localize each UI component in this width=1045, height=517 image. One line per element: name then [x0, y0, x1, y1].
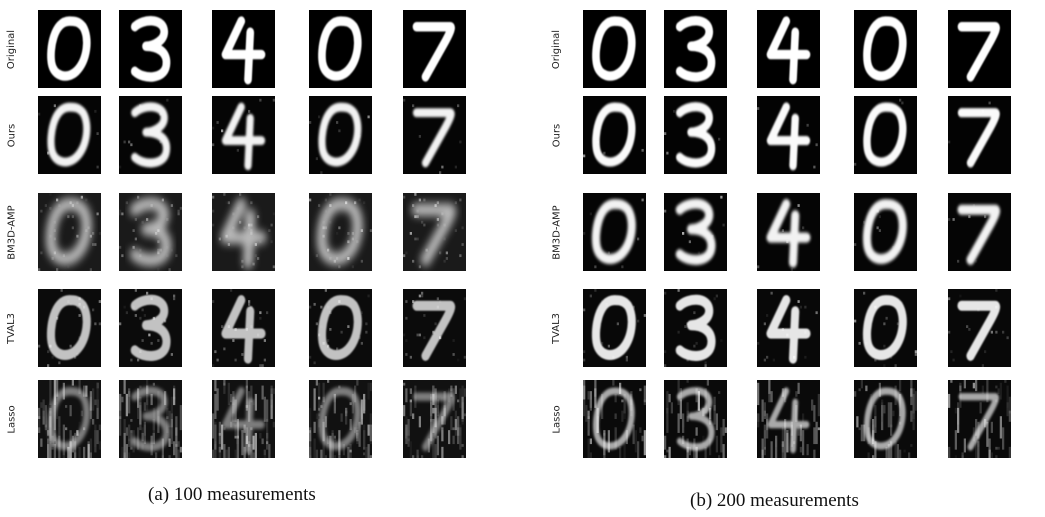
- row-label-ours: Ours: [2, 96, 22, 174]
- digit-image-lasso-2: [664, 380, 727, 458]
- digit-image-lasso-4: [309, 380, 372, 458]
- row-original: Original: [0, 10, 500, 88]
- row-label-lasso: Lasso: [2, 380, 22, 458]
- digit-image-ours-4: [854, 96, 917, 174]
- digit-image-lasso-1: [38, 380, 101, 458]
- digit-image-tval3-2: [664, 289, 727, 367]
- row-label-text: TVAL3: [6, 312, 18, 344]
- row-label-text: Ours: [551, 123, 563, 147]
- digit-image-ours-4: [309, 96, 372, 174]
- digit-image-ours-1: [38, 96, 101, 174]
- digit-image-ours-3: [212, 96, 275, 174]
- subfigure-a: Original Ours BM3D-AMP TVAL3 Lasso (a) 100 me…: [0, 0, 500, 517]
- row-tval3: TVAL3: [545, 289, 1045, 367]
- row-tval3: TVAL3: [0, 289, 500, 367]
- digit-image-original-2: [664, 10, 727, 88]
- digit-image-lasso-2: [119, 380, 182, 458]
- row-ours: Ours: [545, 96, 1045, 174]
- row-label-text: Ours: [6, 123, 18, 147]
- row-label-tval3: TVAL3: [2, 289, 22, 367]
- digit-image-original-5: [403, 10, 466, 88]
- digit-image-original-4: [854, 10, 917, 88]
- row-label-text: BM3D-AMP: [551, 204, 563, 260]
- digit-image-ours-5: [403, 96, 466, 174]
- digit-image-original-2: [119, 10, 182, 88]
- digit-image-bm3d-5: [948, 193, 1011, 271]
- row-bm3d: BM3D-AMP: [0, 193, 500, 271]
- digit-image-original-1: [38, 10, 101, 88]
- digit-image-original-3: [757, 10, 820, 88]
- digit-image-tval3-5: [948, 289, 1011, 367]
- digit-image-original-3: [212, 10, 275, 88]
- row-bm3d: BM3D-AMP: [545, 193, 1045, 271]
- subfigure-caption: (b) 200 measurements: [690, 490, 859, 511]
- digit-image-bm3d-2: [664, 193, 727, 271]
- row-label-bm3d: BM3D-AMP: [547, 193, 567, 271]
- digit-image-tval3-3: [212, 289, 275, 367]
- digit-image-bm3d-5: [403, 193, 466, 271]
- digit-image-original-1: [583, 10, 646, 88]
- row-label-ours: Ours: [547, 96, 567, 174]
- row-label-tval3: TVAL3: [547, 289, 567, 367]
- digit-image-bm3d-1: [583, 193, 646, 271]
- row-label-text: BM3D-AMP: [6, 204, 18, 260]
- digit-image-tval3-2: [119, 289, 182, 367]
- row-ours: Ours: [0, 96, 500, 174]
- digit-image-lasso-3: [757, 380, 820, 458]
- row-label-original: Original: [547, 10, 567, 88]
- digit-image-ours-2: [119, 96, 182, 174]
- digit-image-lasso-5: [948, 380, 1011, 458]
- digit-image-bm3d-4: [854, 193, 917, 271]
- digit-image-ours-3: [757, 96, 820, 174]
- digit-image-ours-2: [664, 96, 727, 174]
- digit-image-bm3d-3: [757, 193, 820, 271]
- digit-image-lasso-4: [854, 380, 917, 458]
- digit-image-lasso-5: [403, 380, 466, 458]
- digit-image-tval3-1: [583, 289, 646, 367]
- row-original: Original: [545, 10, 1045, 88]
- row-label-bm3d: BM3D-AMP: [2, 193, 22, 271]
- digit-image-tval3-4: [854, 289, 917, 367]
- digit-image-original-5: [948, 10, 1011, 88]
- digit-image-bm3d-4: [309, 193, 372, 271]
- row-label-text: Lasso: [551, 404, 563, 434]
- row-label-text: Lasso: [6, 404, 18, 434]
- row-lasso: Lasso: [0, 380, 500, 458]
- row-label-text: TVAL3: [551, 312, 563, 344]
- digit-image-bm3d-2: [119, 193, 182, 271]
- digit-image-tval3-1: [38, 289, 101, 367]
- subfigure-caption: (a) 100 measurements: [148, 484, 316, 505]
- digit-image-ours-1: [583, 96, 646, 174]
- row-label-text: Original: [6, 29, 18, 69]
- row-label-original: Original: [2, 10, 22, 88]
- digit-image-lasso-1: [583, 380, 646, 458]
- digit-image-bm3d-3: [212, 193, 275, 271]
- subfigure-b: Original Ours BM3D-AMP TVAL3 Lasso (b) 200 me…: [545, 0, 1045, 517]
- row-lasso: Lasso: [545, 380, 1045, 458]
- digit-image-original-4: [309, 10, 372, 88]
- digit-image-tval3-5: [403, 289, 466, 367]
- row-label-text: Original: [551, 29, 563, 69]
- digit-image-bm3d-1: [38, 193, 101, 271]
- row-label-lasso: Lasso: [547, 380, 567, 458]
- digit-image-tval3-4: [309, 289, 372, 367]
- digit-image-tval3-3: [757, 289, 820, 367]
- digit-image-ours-5: [948, 96, 1011, 174]
- digit-image-lasso-3: [212, 380, 275, 458]
